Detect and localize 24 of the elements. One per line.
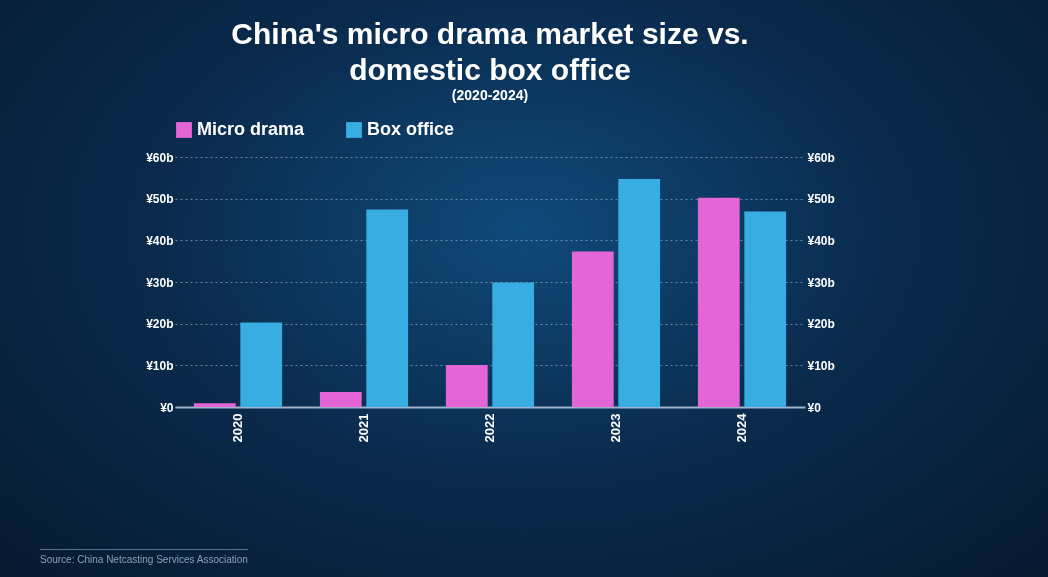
y-tick-label: ¥40b [146, 233, 174, 248]
y2-tick-label: ¥0 [807, 400, 822, 415]
x-tick-label: 2020 [230, 413, 245, 443]
y2-tick-label: ¥10b [807, 358, 835, 373]
source-note: Source: China Netcasting Services Association [40, 549, 248, 565]
y2-tick-label: ¥20b [807, 317, 835, 332]
y2-tick-label: ¥40b [807, 233, 835, 248]
y-tick-label: ¥50b [146, 192, 174, 207]
y-tick-label: ¥30b [146, 275, 174, 290]
y-tick-label: ¥20b [146, 317, 174, 332]
chart-subtitle: (2020-2024) [451, 87, 529, 103]
y-tick-label: ¥0 [160, 400, 174, 415]
y2-tick-label: ¥30b [807, 275, 835, 290]
legend-label: Box office [367, 119, 455, 139]
y2-tick-label: ¥50b [807, 192, 835, 207]
legend-label: Micro drama [197, 119, 306, 139]
chart-title: China's micro drama market size vs. domestic box office [231, 17, 749, 86]
x-tick-label: 2021 [356, 413, 371, 443]
x-tick-label: 2023 [608, 413, 623, 443]
x-tick-label: 2022 [482, 413, 497, 443]
y-tick-label: ¥60b [146, 150, 174, 165]
x-tick-label: 2024 [734, 412, 749, 443]
y2-tick-label: ¥60b [807, 150, 835, 165]
y-tick-label: ¥10b [146, 358, 174, 373]
